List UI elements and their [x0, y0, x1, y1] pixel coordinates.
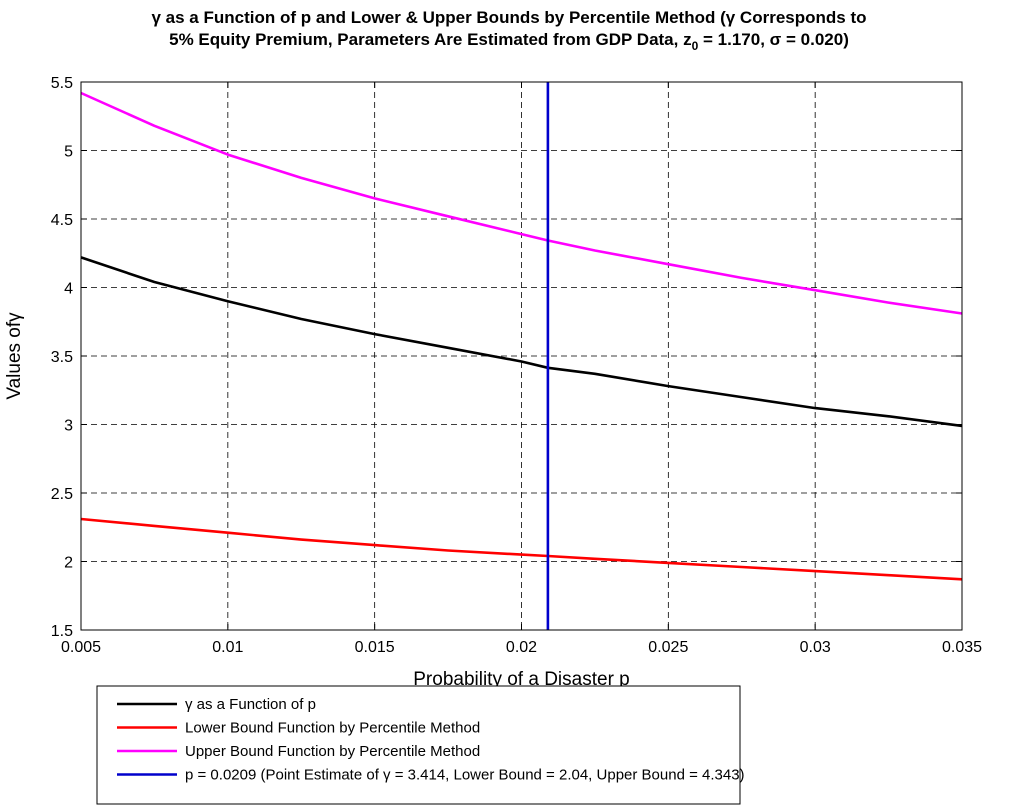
chart-title-line1: γ as a Function of p and Lower & Upper B… — [151, 8, 866, 27]
grid — [81, 82, 962, 630]
y-tick-label: 1.5 — [51, 623, 73, 640]
x-tick-label: 0.015 — [355, 639, 395, 656]
ticks: 0.005 0.01 0.015 0.02 0.025 0.03 0.035 1.5 2 2.5 3… — [51, 75, 982, 656]
y-tick-label: 3.5 — [51, 349, 73, 366]
y-tick-label: 4 — [64, 281, 73, 298]
x-tick-label: 0.01 — [212, 639, 243, 656]
x-tick-label: 0.03 — [800, 639, 831, 656]
chart-title-line2: 5% Equity Premium, Parameters Are Estima… — [169, 30, 849, 53]
y-tick-label: 5.5 — [51, 75, 73, 92]
legend: γ as a Function of p Lower Bound Function… — [97, 686, 745, 804]
y-tick-label: 5 — [64, 144, 73, 161]
x-tick-label: 0.025 — [648, 639, 688, 656]
y-tick-label: 3 — [64, 418, 73, 435]
title-line2-part-a: 5% Equity Premium, Parameters Are Estima… — [169, 30, 691, 49]
legend-label-3: Upper Bound Function by Percentile Metho… — [185, 743, 480, 760]
y-tick-label: 2.5 — [51, 486, 73, 503]
series-line-2 — [81, 519, 962, 579]
legend-label-4: p = 0.0209 (Point Estimate of γ = 3.414,… — [185, 767, 745, 784]
title-line2-part-b: = 1.170, σ = 0.020) — [698, 30, 849, 49]
y-tick-label: 2 — [64, 555, 73, 572]
y-tick-label: 4.5 — [51, 212, 73, 229]
x-tick-label: 0.005 — [61, 639, 101, 656]
legend-label-2: Lower Bound Function by Percentile Metho… — [185, 720, 480, 737]
x-tick-label: 0.02 — [506, 639, 537, 656]
legend-label-1: γ as a Function of p — [185, 696, 316, 713]
x-tick-label: 0.035 — [942, 639, 982, 656]
y-axis-label: Values ofγ — [4, 312, 25, 400]
